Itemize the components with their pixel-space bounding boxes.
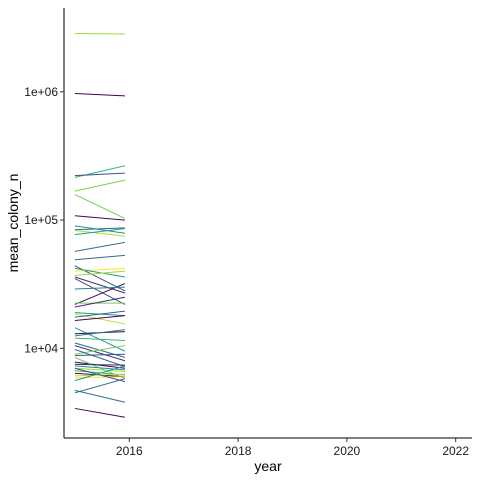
series-line	[74, 286, 125, 290]
series-line	[74, 367, 126, 383]
y-axis-title: mean_colony_n	[5, 174, 21, 273]
series-line	[74, 194, 126, 219]
series-line	[74, 407, 126, 418]
series-line	[74, 365, 125, 371]
series-line	[74, 345, 126, 362]
y-ticks: 1e+04 1e+05 1e+06	[24, 85, 64, 355]
series-line	[74, 378, 126, 394]
series-line	[74, 337, 125, 342]
series-line	[74, 229, 125, 237]
series-line	[74, 267, 126, 278]
series-line	[74, 215, 125, 221]
x-ticks: 2016 2018 2020 2022	[116, 438, 469, 458]
series-line	[74, 32, 125, 35]
series-line	[74, 254, 125, 261]
series-line	[74, 329, 125, 337]
plot-lines	[74, 32, 126, 418]
series-line	[74, 283, 126, 305]
series-line	[74, 389, 126, 403]
x-axis-title: year	[254, 458, 282, 474]
y-tick-label: 1e+06	[24, 85, 58, 99]
series-line	[74, 363, 125, 366]
x-tick-label: 2016	[116, 444, 143, 458]
series-line	[74, 92, 125, 97]
series-line	[74, 225, 126, 234]
series-line	[74, 179, 126, 192]
series-line	[74, 353, 125, 356]
y-tick-label: 1e+05	[24, 213, 58, 227]
series-line	[74, 315, 125, 321]
series-line	[74, 296, 126, 308]
x-tick-label: 2022	[442, 444, 469, 458]
series-line	[74, 348, 126, 368]
series-line	[74, 241, 126, 252]
series-line	[74, 267, 125, 272]
series-line	[74, 227, 125, 231]
x-tick-label: 2018	[225, 444, 252, 458]
series-line	[74, 276, 126, 294]
series-line	[74, 270, 125, 276]
series-line	[74, 172, 125, 177]
y-tick-label: 1e+04	[24, 341, 58, 355]
series-line	[74, 365, 126, 382]
series-line	[74, 367, 125, 372]
series-line	[74, 310, 125, 318]
series-line	[74, 227, 125, 236]
series-line	[74, 278, 126, 305]
series-line	[74, 376, 125, 379]
axes: 2016 2018 2020 2022 1e+04 1e+05 1e+06	[24, 8, 472, 458]
x-tick-label: 2020	[334, 444, 361, 458]
